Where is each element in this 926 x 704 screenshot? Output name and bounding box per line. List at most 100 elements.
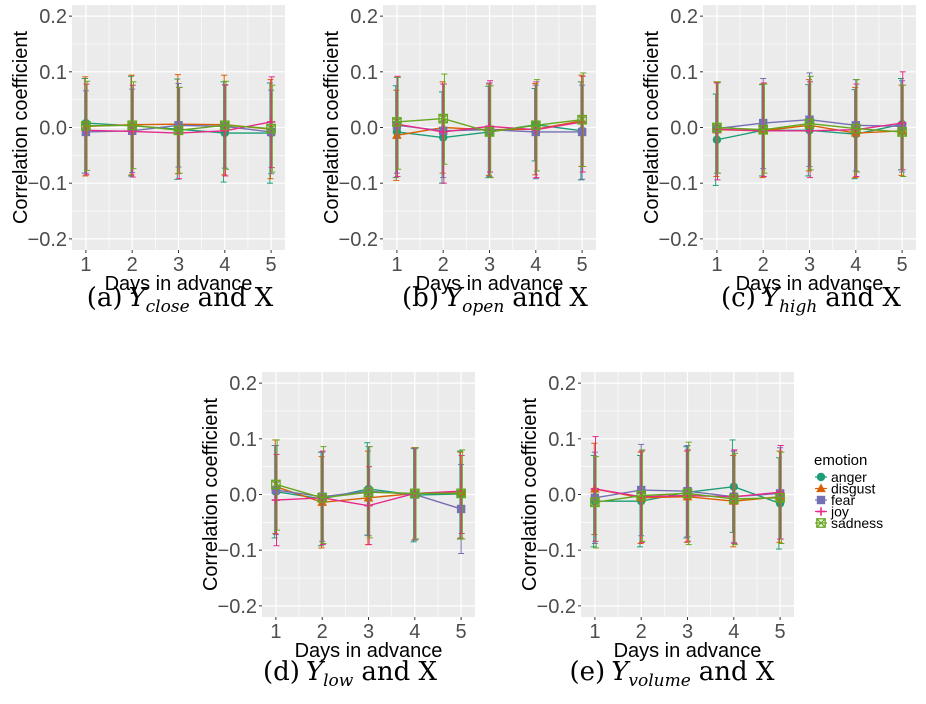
data-point [219, 120, 230, 131]
x-tick-label: 2 [317, 621, 328, 643]
caption-prefix: (a) [87, 283, 123, 313]
data-point [683, 486, 692, 496]
y-tick-label: 0.0 [39, 118, 67, 140]
legend-title: emotion [814, 452, 867, 469]
caption-variable: Y [445, 283, 465, 313]
data-point [364, 486, 373, 496]
caption-suffix: and X [361, 657, 437, 687]
data-point [456, 504, 466, 514]
data-point [220, 122, 230, 131]
x-tick-label: 3 [804, 254, 815, 276]
y-tick-label: 0.1 [39, 62, 67, 84]
x-tick-label: 1 [711, 254, 722, 276]
y-tick-label: 0.2 [548, 373, 576, 395]
y-tick-label: 0.1 [548, 429, 576, 451]
y-tick-label: 0.1 [670, 62, 698, 84]
x-tick-label: 4 [850, 254, 861, 276]
data-point [220, 126, 230, 136]
data-point [173, 125, 184, 136]
caption-subscript: open [462, 297, 504, 317]
y-axis-title: Correlation coefficient [321, 31, 343, 225]
x-tick-label: 2 [758, 254, 769, 276]
y-tick-label: −0.1 [28, 173, 67, 195]
subplot-caption: (e) Yvolume and X [570, 657, 775, 691]
data-point [364, 501, 373, 510]
y-tick-label: −0.1 [537, 540, 576, 562]
x-axis-title: Days in advance [295, 640, 443, 662]
legend-key-disgust [816, 483, 826, 493]
legend-item-fear: fear [815, 492, 855, 508]
y-tick-label: 0.2 [229, 373, 257, 395]
data-point [363, 487, 374, 498]
subplot-caption: (b) Yopen and X [402, 283, 588, 317]
caption-suffix: and X [699, 657, 775, 687]
data-point [758, 124, 769, 135]
x-axis-title: Days in advance [736, 273, 884, 295]
data-point [577, 127, 587, 137]
series-joy [590, 436, 785, 544]
x-tick-label: 5 [456, 621, 467, 643]
data-point [682, 488, 693, 499]
legend-key-anger [816, 472, 826, 482]
data-point [485, 122, 494, 131]
caption-prefix: (e) [570, 657, 606, 687]
legend-key-fear [816, 495, 826, 505]
data-point [127, 120, 138, 131]
legend-key-joy [816, 507, 826, 516]
legend-label: sadness [831, 515, 883, 531]
caption-subscript: low [323, 671, 354, 691]
subplot-e: −0.2 −0.1 0.0 0.1 0.2 1 2 3 4 5 Days in advance Cor… [519, 372, 794, 691]
caption-variable: Y [306, 657, 326, 687]
x-tick-label: 1 [270, 621, 281, 643]
data-point [897, 127, 907, 137]
data-point [636, 490, 647, 501]
y-tick-label: −0.1 [218, 540, 257, 562]
data-point [758, 118, 768, 128]
caption-variable: Y [611, 657, 631, 687]
data-point [636, 485, 646, 495]
y-tick-label: 0.0 [350, 118, 378, 140]
data-point [271, 495, 281, 505]
data-point [775, 488, 785, 497]
data-point [590, 484, 600, 494]
data-point [456, 488, 466, 499]
x-tick-label: 3 [682, 621, 693, 643]
caption-prefix: (d) [263, 657, 300, 687]
x-tick-label: 3 [484, 254, 495, 276]
data-point [804, 118, 815, 129]
x-axis-title: Days in advance [614, 640, 762, 662]
data-point [728, 494, 739, 504]
data-point [266, 123, 276, 134]
caption-suffix: and X [198, 283, 274, 313]
subplot-caption: (d) Ylow and X [263, 657, 437, 691]
y-tick-label: −0.2 [659, 229, 698, 251]
x-tick-label: 3 [363, 621, 374, 643]
y-tick-label: −0.1 [659, 173, 698, 195]
y-tick-label: −0.1 [339, 173, 378, 195]
subplot-c: −0.2 −0.1 0.0 0.1 0.2 1 2 3 4 5 Days in advance Cor… [641, 5, 916, 317]
y-tick-label: 0.0 [670, 118, 698, 140]
data-point [392, 117, 402, 127]
x-tick-label: 2 [127, 254, 138, 276]
y-tick-label: 0.1 [350, 62, 378, 84]
x-tick-label: 5 [897, 254, 908, 276]
y-tick-label: 0.1 [229, 429, 257, 451]
subplot-d: −0.2 −0.1 0.0 0.1 0.2 1 2 3 4 5 Days in advance Cor… [200, 372, 475, 691]
caption-suffix: and X [825, 283, 901, 313]
data-point [438, 127, 448, 137]
caption-suffix: and X [512, 283, 588, 313]
caption-variable: Y [128, 283, 148, 313]
y-tick-label: 0.2 [350, 6, 378, 28]
series-joy [712, 71, 907, 181]
data-point [271, 485, 281, 495]
data-point [127, 127, 137, 136]
legend-label: joy [830, 504, 849, 520]
subplot-b: −0.2 −0.1 0.0 0.1 0.2 1 2 3 4 5 Days in advance Cor… [321, 5, 596, 317]
y-tick-label: −0.2 [339, 229, 378, 251]
caption-prefix: (b) [402, 283, 439, 313]
y-tick-label: 0.2 [670, 6, 698, 28]
y-tick-label: 0.2 [39, 6, 67, 28]
x-tick-label: 4 [219, 254, 230, 276]
